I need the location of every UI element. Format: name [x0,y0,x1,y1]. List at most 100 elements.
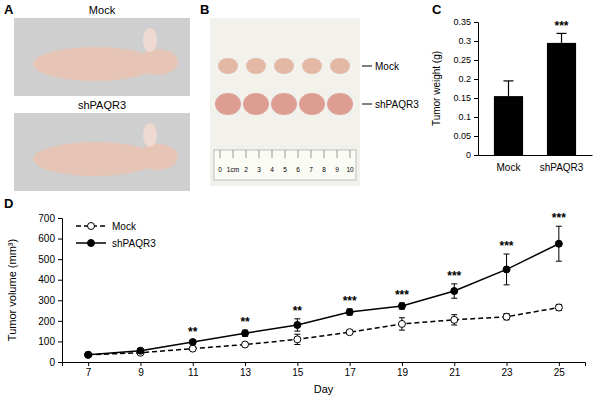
photo-tumor [215,93,241,115]
error-bar [294,319,300,331]
ruler-label: 4 [270,166,274,173]
annotation: ** [188,325,198,339]
photo-label: shPAQR3 [375,99,419,110]
tick-mark [193,362,194,366]
bar [494,96,523,155]
marker [242,330,249,337]
tick-label: 11 [188,367,199,378]
tick-label: 0.35 [453,17,471,27]
photo-tumor [246,58,266,74]
marker [398,320,405,327]
annotation: ** [240,315,250,329]
tick-label: 15 [292,367,304,378]
tick: 400 [38,274,62,285]
ruler-label: 2 [244,166,248,173]
annotation: *** [395,288,409,302]
tick-mark [58,362,62,363]
photo-tumor [274,58,294,74]
error-bar-stem [508,81,509,96]
error-bar [503,81,513,96]
axis: 0100200300400500600700 [38,213,62,368]
tick-mark [58,218,62,219]
tick-mark [350,362,351,366]
tick-mark [88,362,89,366]
ruler-label: 3 [257,166,261,173]
photo-ear [143,123,157,147]
tick-mark [474,98,478,99]
photo-head [138,144,178,170]
tick-label: 7 [86,367,92,378]
tick-label: 13 [240,367,252,378]
axis-title: Day [314,383,334,395]
tick-mark [559,362,560,366]
tick-mark [474,155,478,156]
error-bar-cap [504,284,510,285]
error-bar [557,33,567,43]
annotation: *** [447,269,461,283]
tick: 0.15 [453,93,478,103]
tick-label: 0.1 [458,112,471,122]
photo-ruler-tick [311,150,312,158]
photo-ruler-tick [233,150,234,158]
tick-label: 0.3 [458,36,471,46]
tick: 0.35 [453,17,478,27]
tick-label: 600 [38,233,55,244]
marker [451,316,458,323]
tick: 21 [449,362,461,378]
photo-ruler-tick [272,150,273,158]
photo-label: shPAQR3 [78,99,126,111]
error-bar-cap [399,317,405,318]
marker [503,313,510,320]
ruler-label: 7 [309,166,313,173]
tick: 600 [38,233,62,244]
marker [189,339,196,346]
tick-label: 0.2 [458,74,471,84]
error-bar [399,303,405,309]
tick-label: 200 [38,316,55,327]
error-bar-cap [294,318,300,319]
tick: 9 [138,362,144,378]
axis: 00.050.10.150.20.250.30.35 [453,17,478,160]
marker [189,345,196,352]
tick: 15 [292,362,304,378]
tick-label: 300 [38,295,55,306]
tick: 7 [86,362,92,378]
ruler-label: 0 [218,166,222,173]
label-pointer [362,66,372,67]
ruler-label: 6 [296,166,300,173]
photo [14,18,190,96]
tick-mark [402,362,403,366]
marker [555,304,562,311]
tick-label: 400 [38,274,55,285]
error-bar-cap [504,254,510,255]
axis: 791113151719212325 [63,362,586,378]
tick-label: 700 [38,213,55,224]
annotation: ** [293,304,303,318]
axis-title: Tumor weight (g) [431,51,442,126]
figure: MockshPAQR3A01cm2345678910MockshPAQR3B00… [0,0,600,399]
annotation: *** [552,211,566,225]
photo-ruler-tick [220,150,221,158]
annotation: *** [555,19,569,33]
error-bar-cap [503,80,513,81]
tick: 200 [38,316,62,327]
tick-mark [58,259,62,260]
tick-label: shPAQR3 [540,162,584,173]
photo-tumor [327,93,353,115]
panel-letter: D [4,196,13,211]
photo-ruler-tick [350,150,351,158]
error-bar [242,330,248,336]
photo-tumor [218,58,238,74]
marker [294,336,301,343]
photo [210,18,360,186]
axis-line [58,219,63,363]
error-bar [504,254,510,285]
marker [346,329,353,336]
photo-label: Mock [375,61,400,72]
photo-ruler-tick [298,150,299,158]
tick-mark [454,362,455,366]
photo-ruler-tick [337,150,338,158]
error-bar-cap [451,324,457,325]
photo-tumor [243,93,269,115]
tick: 0.25 [453,55,478,65]
